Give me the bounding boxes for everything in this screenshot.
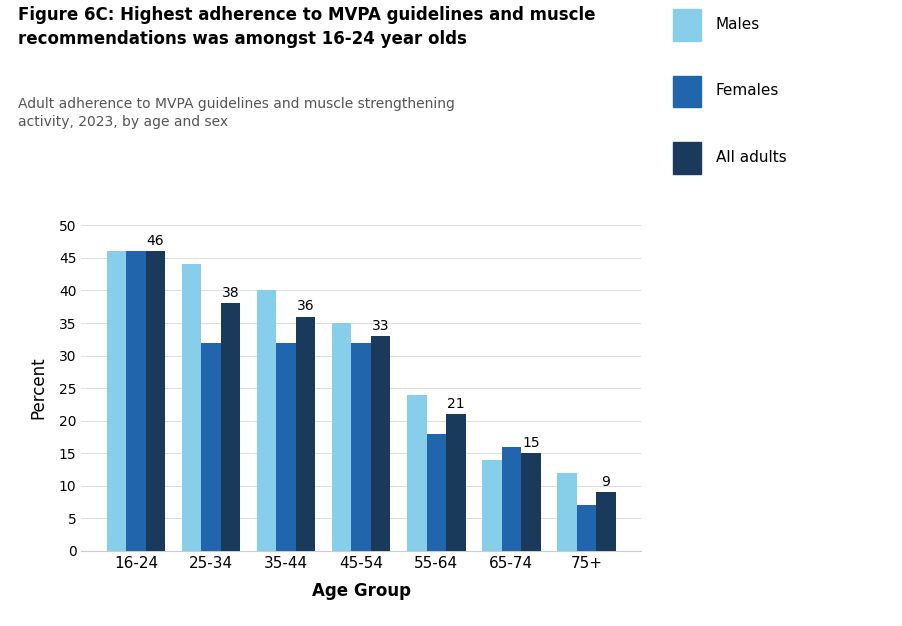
Bar — [181, 264, 201, 551]
Bar — [371, 336, 390, 551]
Text: Males: Males — [715, 17, 759, 32]
FancyBboxPatch shape — [672, 9, 700, 41]
Bar — [446, 414, 465, 551]
Bar — [332, 323, 351, 551]
Bar — [407, 394, 426, 551]
Bar — [351, 342, 371, 551]
Bar — [296, 317, 315, 551]
Bar — [126, 252, 145, 551]
Text: Females: Females — [715, 83, 778, 98]
Bar — [145, 252, 165, 551]
Text: Adult adherence to MVPA guidelines and muscle strengthening
activity, 2023, by a: Adult adherence to MVPA guidelines and m… — [18, 97, 455, 130]
Bar — [426, 434, 446, 551]
Text: 33: 33 — [372, 319, 389, 333]
Bar — [256, 290, 276, 551]
Bar — [221, 304, 240, 551]
Bar — [520, 453, 540, 551]
Text: 38: 38 — [222, 286, 239, 300]
Bar — [201, 342, 221, 551]
Text: All adults: All adults — [715, 150, 786, 165]
Text: 9: 9 — [601, 475, 610, 489]
FancyBboxPatch shape — [672, 76, 700, 108]
Text: 21: 21 — [446, 397, 465, 411]
Bar — [576, 505, 595, 551]
X-axis label: Age Group: Age Group — [311, 582, 410, 600]
Bar — [482, 459, 501, 551]
Bar — [276, 342, 296, 551]
Bar — [106, 252, 126, 551]
Bar — [501, 447, 520, 551]
Bar — [595, 492, 615, 551]
Text: 46: 46 — [146, 234, 164, 248]
Bar — [557, 473, 576, 551]
Text: 15: 15 — [521, 436, 539, 450]
Y-axis label: Percent: Percent — [30, 357, 48, 419]
Text: Figure 6C: Highest adherence to MVPA guidelines and muscle
recommendations was a: Figure 6C: Highest adherence to MVPA gui… — [18, 6, 595, 48]
FancyBboxPatch shape — [672, 143, 700, 174]
Text: 36: 36 — [297, 299, 314, 313]
